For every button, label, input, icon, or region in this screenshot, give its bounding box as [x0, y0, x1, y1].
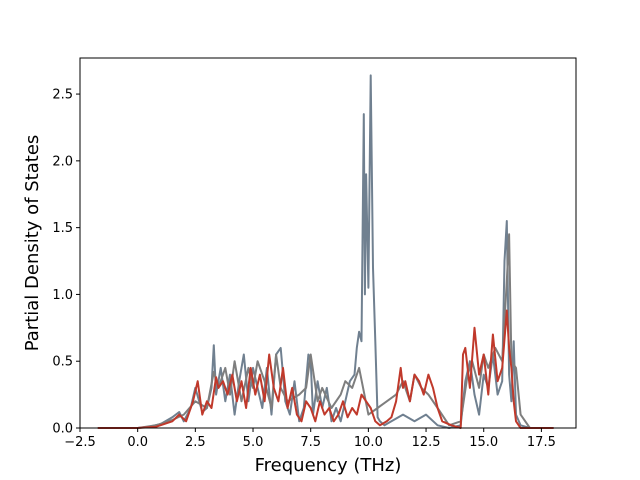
series-line-1: [97, 74, 554, 429]
y-tick-label: 1.0: [52, 288, 73, 303]
plot-frame: [79, 57, 577, 429]
x-tick-label: 2.5: [185, 435, 206, 450]
y-tick-label: 1.5: [52, 221, 73, 236]
x-tick-label: 7.5: [300, 435, 321, 450]
y-tick-label: 0.0: [52, 422, 73, 437]
x-axis-label: Frequency (THz): [255, 455, 402, 476]
x-tick-label: 17.5: [527, 435, 556, 450]
x-axis: −2.5 0.0 2.5 5.0 7.5 10.0 12.5 15.0 17.5: [64, 428, 556, 450]
y-tick-label: 2.5: [52, 88, 73, 103]
x-tick-label: 10.0: [354, 435, 383, 450]
series-line-3: [97, 309, 554, 429]
series-layer: [97, 74, 554, 429]
y-tick-label: 0.5: [52, 355, 73, 370]
x-tick-label: 15.0: [469, 435, 498, 450]
y-axis: 0.0 0.5 1.0 1.5 2.0 2.5: [52, 88, 80, 437]
x-tick-label: 12.5: [412, 435, 441, 450]
x-tick-label: −2.5: [64, 435, 96, 450]
y-tick-label: 2.0: [52, 154, 73, 169]
x-tick-label: 5.0: [243, 435, 264, 450]
y-axis-label: Partial Density of States: [22, 135, 43, 352]
x-tick-label: 0.0: [127, 435, 148, 450]
series-line-2: [97, 233, 554, 429]
